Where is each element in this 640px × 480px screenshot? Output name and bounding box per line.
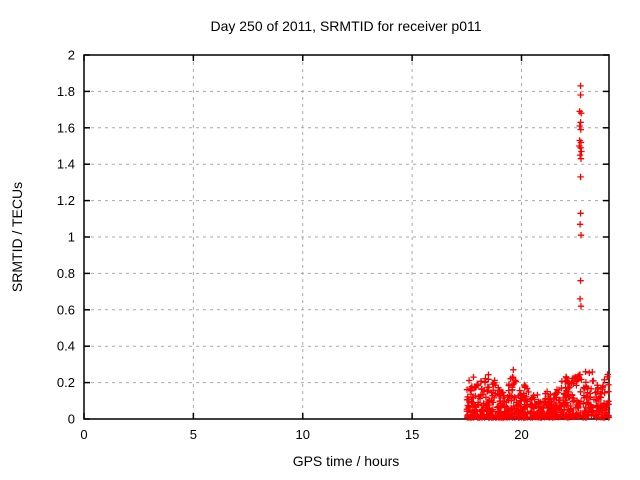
x-axis-label: GPS time / hours	[293, 453, 400, 469]
y-tick-label: 1	[68, 230, 75, 245]
x-tick-label: 5	[190, 427, 197, 442]
chart-title: Day 250 of 2011, SRMTID for receiver p01…	[210, 18, 481, 34]
data-points-layer	[463, 82, 612, 421]
y-tick-label: 0.2	[57, 375, 75, 390]
x-tick-label: 15	[405, 427, 419, 442]
y-tick-label: 1.2	[57, 193, 75, 208]
y-tick-label: 2	[68, 48, 75, 63]
x-tick-label: 0	[80, 427, 87, 442]
y-tick-label: 0.4	[57, 339, 75, 354]
y-tick-label: 0.6	[57, 302, 75, 317]
y-tick-label: 1.6	[57, 120, 75, 135]
x-tick-label: 10	[296, 427, 310, 442]
y-tick-label: 1.4	[57, 157, 75, 172]
y-axis-label: SRMTID / TECUs	[9, 182, 25, 292]
tick-layer: 0 5 10 15 20 0 0.2 0.4 0.6 0.8 1 1.2 1.4 1.6 1.8 2	[57, 48, 609, 442]
data-points-srmtid-outburst	[576, 82, 585, 310]
data-points-srmtid-dense-band	[463, 366, 612, 421]
x-tick-label: 20	[514, 427, 528, 442]
plot-border	[83, 54, 610, 420]
y-tick-label: 0	[68, 412, 75, 427]
y-tick-label: 0.8	[57, 266, 75, 281]
grid-layer	[84, 55, 609, 419]
y-tick-label: 1.8	[57, 84, 75, 99]
